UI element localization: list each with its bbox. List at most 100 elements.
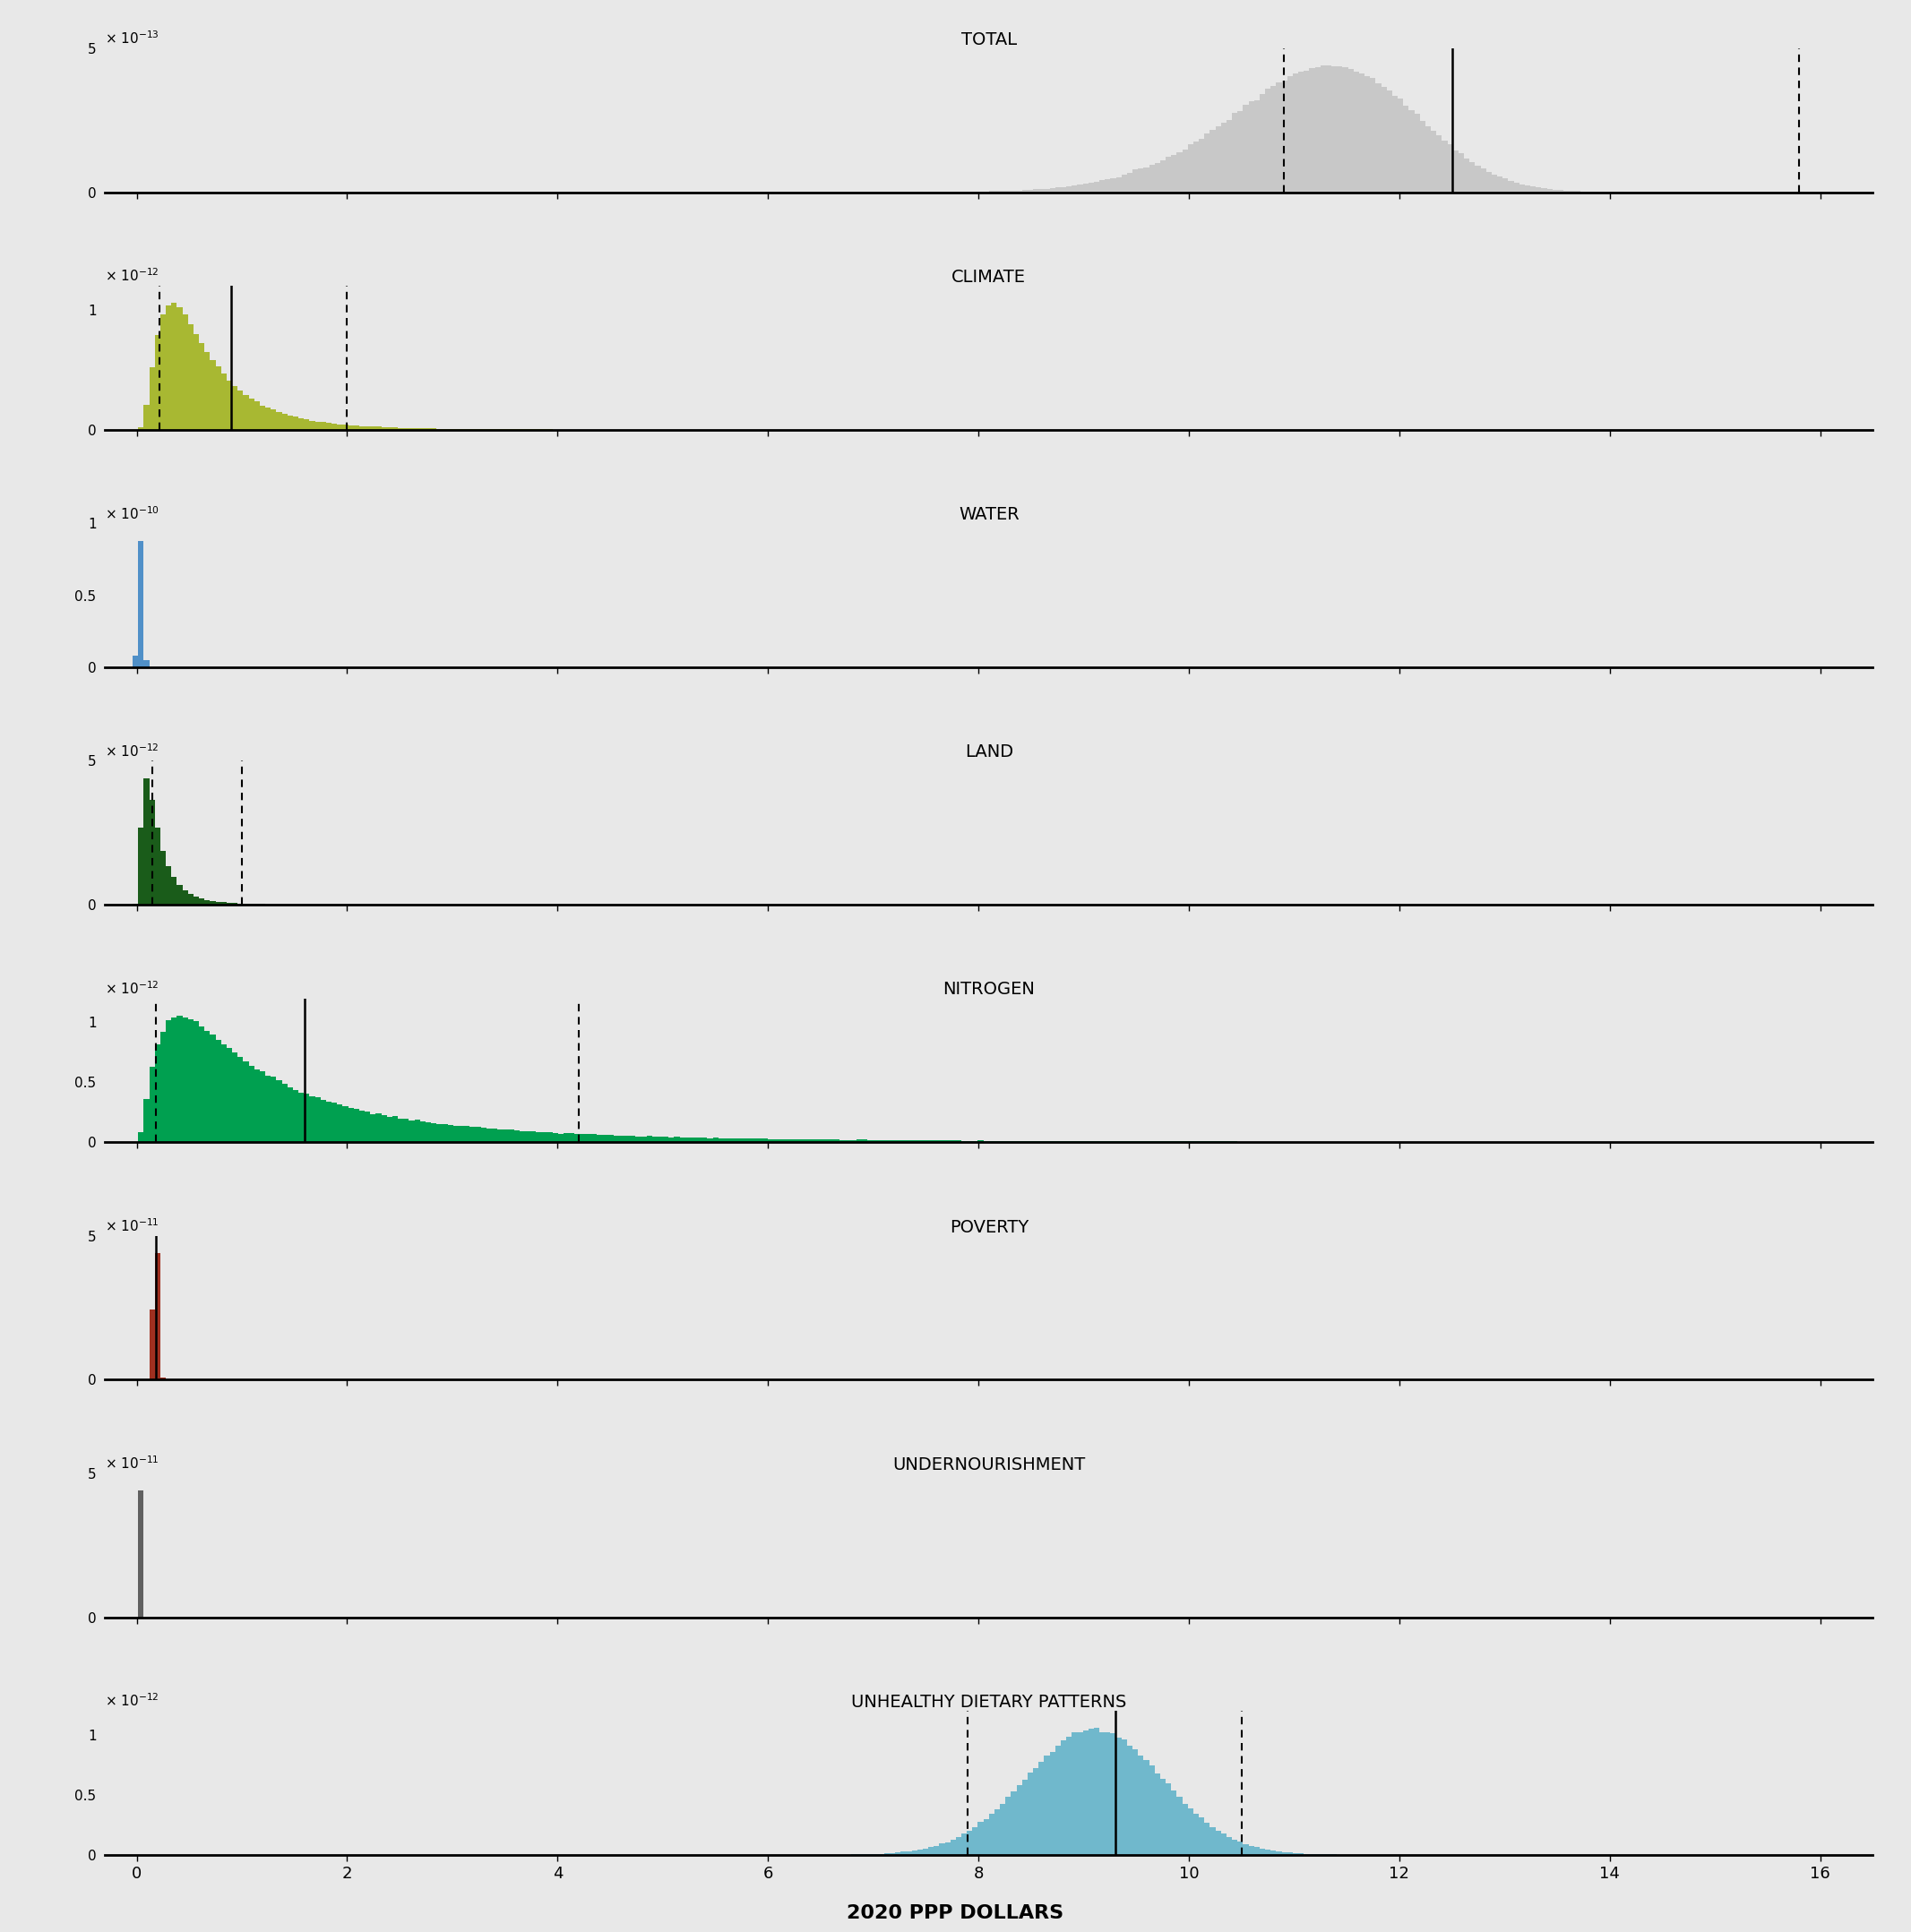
Bar	[1084, 184, 1089, 193]
Text: × 10$^{-12}$: × 10$^{-12}$	[105, 269, 159, 284]
Bar	[243, 394, 248, 429]
Bar	[1271, 87, 1277, 193]
Bar	[973, 1828, 978, 1855]
Bar	[503, 1130, 508, 1142]
Text: × 10$^{-12}$: × 10$^{-12}$	[105, 980, 159, 997]
Bar	[172, 1018, 178, 1142]
Bar	[166, 866, 172, 904]
Bar	[1022, 189, 1028, 193]
Bar	[1326, 66, 1332, 193]
Bar	[812, 1140, 818, 1142]
Text: × 10$^{-11}$: × 10$^{-11}$	[105, 1455, 159, 1472]
Bar	[535, 1132, 541, 1142]
Bar	[260, 406, 266, 429]
Bar	[1452, 151, 1458, 193]
Bar	[336, 1105, 342, 1142]
Bar	[625, 1136, 631, 1142]
Bar	[1242, 1845, 1248, 1855]
Bar	[608, 1136, 613, 1142]
Bar	[292, 417, 298, 429]
Bar	[719, 1138, 724, 1142]
Bar	[956, 1837, 961, 1855]
Bar	[354, 1109, 359, 1142]
Bar	[182, 1016, 187, 1142]
Text: × 10$^{-12}$: × 10$^{-12}$	[105, 1692, 159, 1710]
Bar	[376, 427, 382, 429]
Bar	[1066, 1737, 1072, 1855]
Bar	[1254, 100, 1259, 193]
Bar	[1171, 155, 1177, 193]
Bar	[1426, 126, 1431, 193]
Bar	[193, 896, 199, 904]
Bar	[210, 359, 216, 429]
Title: UNDERNOURISHMENT: UNDERNOURISHMENT	[892, 1457, 1085, 1472]
Bar	[785, 1140, 789, 1142]
Bar	[453, 1126, 459, 1142]
Bar	[1238, 1841, 1242, 1855]
Bar	[1061, 187, 1066, 193]
Bar	[1022, 1779, 1028, 1855]
Bar	[310, 421, 315, 429]
Bar	[336, 425, 342, 429]
Bar	[382, 427, 386, 429]
Bar	[531, 1132, 535, 1142]
Bar	[906, 1851, 912, 1855]
Bar	[990, 1814, 994, 1855]
Bar	[1154, 162, 1160, 193]
Bar	[1061, 1741, 1066, 1855]
Bar	[403, 1119, 409, 1142]
Bar	[386, 1117, 392, 1142]
Bar	[1259, 95, 1265, 193]
Bar	[1414, 114, 1420, 193]
Bar	[143, 661, 149, 667]
Bar	[929, 1847, 934, 1855]
Bar	[172, 303, 178, 429]
Bar	[132, 655, 138, 667]
Bar	[310, 1095, 315, 1142]
Bar	[187, 1020, 193, 1142]
Bar	[1105, 180, 1110, 193]
Bar	[1221, 1833, 1227, 1855]
Text: 2020 PPP DOLLARS: 2020 PPP DOLLARS	[847, 1905, 1064, 1922]
Bar	[485, 1128, 491, 1142]
Bar	[1093, 1727, 1099, 1855]
Bar	[371, 427, 376, 429]
Bar	[266, 408, 271, 429]
Bar	[321, 423, 327, 429]
Bar	[581, 1134, 585, 1142]
Bar	[315, 421, 321, 429]
Bar	[839, 1140, 845, 1142]
Bar	[138, 1492, 143, 1617]
Bar	[464, 1126, 470, 1142]
Bar	[426, 1122, 432, 1142]
Bar	[1049, 1752, 1055, 1855]
Bar	[547, 1132, 552, 1142]
Bar	[298, 1094, 304, 1142]
Bar	[161, 1032, 166, 1142]
Bar	[1166, 1783, 1171, 1855]
Bar	[1481, 168, 1487, 193]
Bar	[1259, 1849, 1265, 1855]
Bar	[740, 1138, 745, 1142]
Bar	[1093, 182, 1099, 193]
Bar	[187, 893, 193, 904]
Bar	[222, 902, 227, 904]
Bar	[216, 1039, 222, 1142]
Bar	[917, 1849, 923, 1855]
Bar	[1343, 68, 1347, 193]
Bar	[1192, 141, 1198, 193]
Bar	[298, 419, 304, 429]
Bar	[1443, 141, 1447, 193]
Bar	[1198, 139, 1204, 193]
Bar	[801, 1140, 806, 1142]
Bar	[900, 1140, 906, 1142]
Bar	[1233, 1839, 1238, 1855]
Bar	[1133, 170, 1139, 193]
Bar	[768, 1140, 774, 1142]
Bar	[371, 1115, 376, 1142]
Bar	[1282, 1853, 1288, 1855]
Bar	[1248, 102, 1254, 193]
Bar	[806, 1140, 812, 1142]
Bar	[1475, 166, 1481, 193]
Bar	[1277, 81, 1282, 193]
